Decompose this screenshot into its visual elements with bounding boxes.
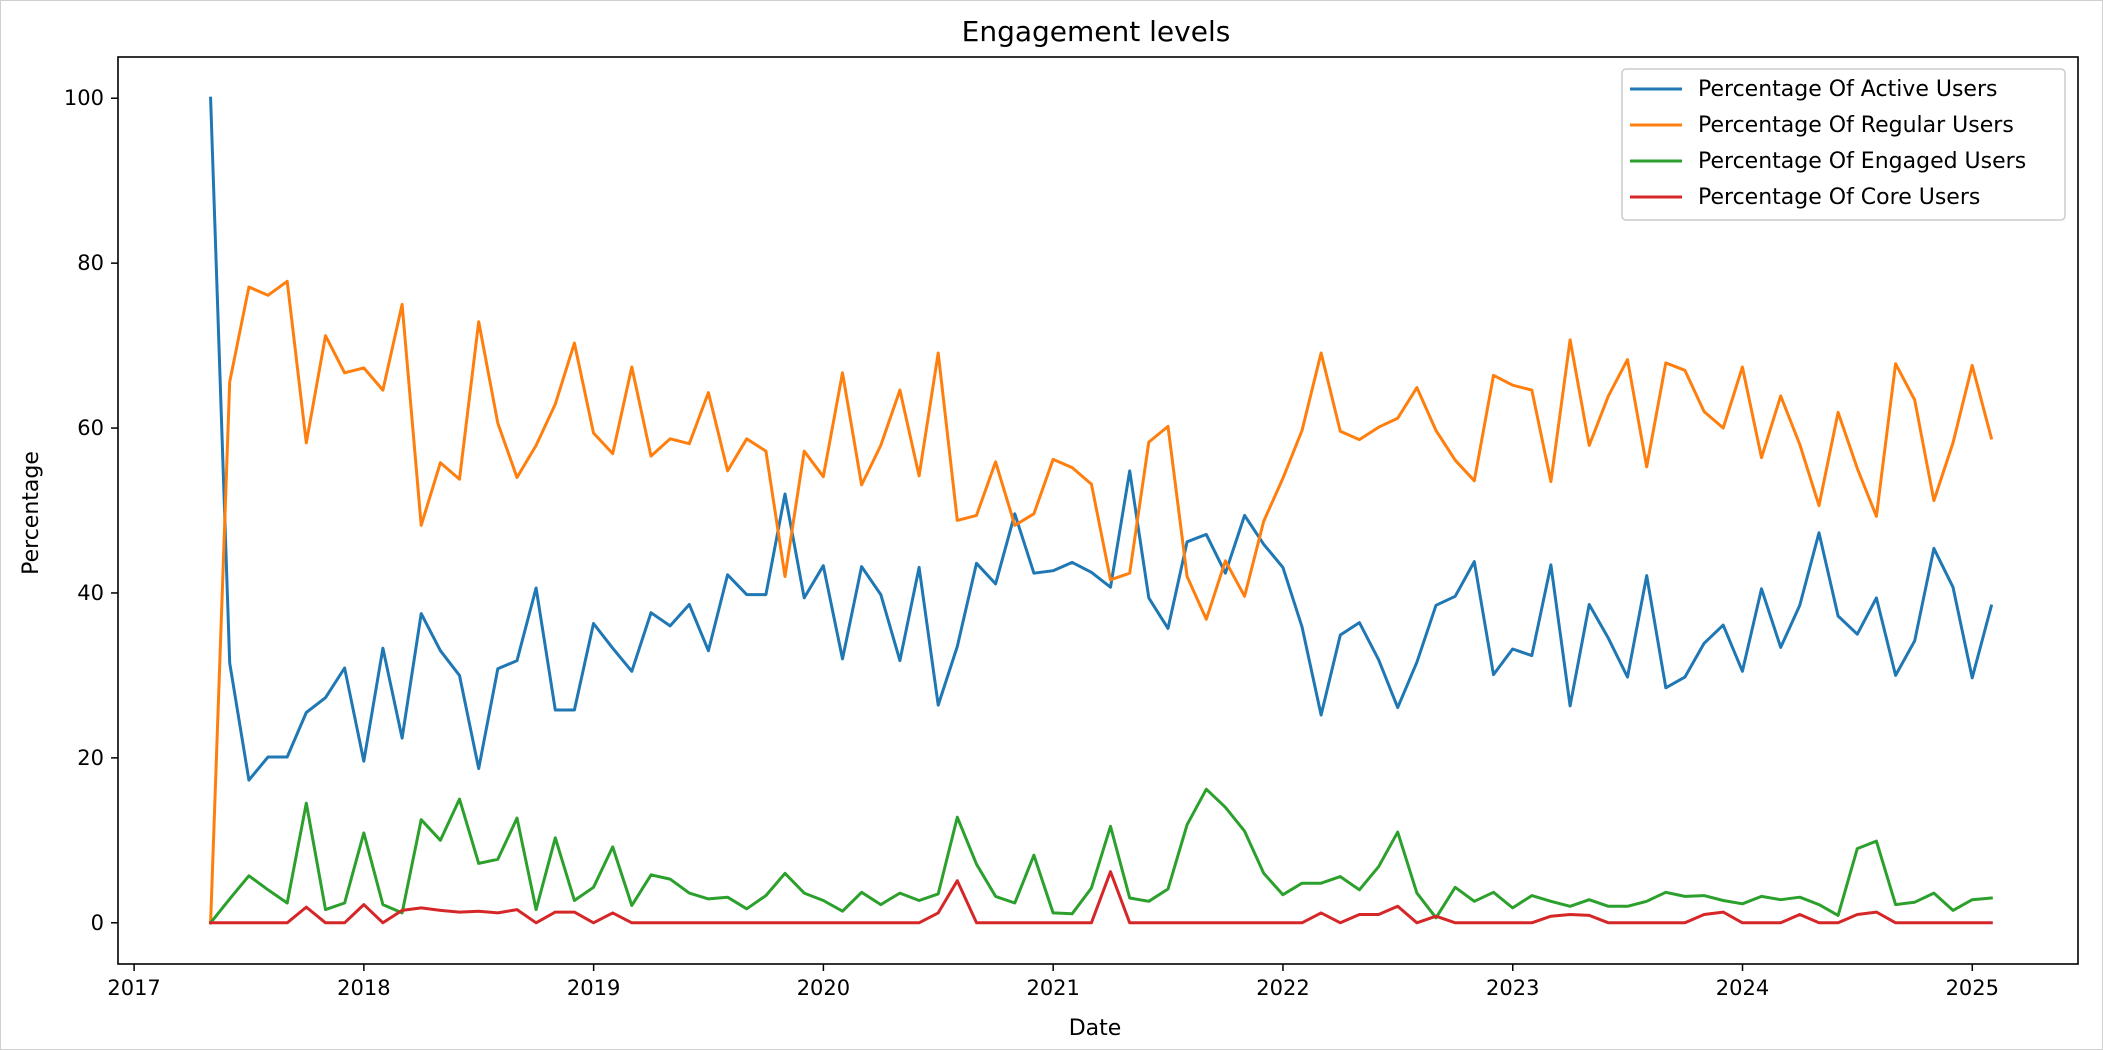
x-tick-label: 2023 [1486, 976, 1539, 1000]
y-tick-label: 100 [64, 86, 104, 110]
chart-title: Engagement levels [962, 15, 1231, 48]
x-tick-label: 2025 [1946, 976, 1999, 1000]
x-tick-label: 2018 [337, 976, 390, 1000]
legend-label-2: Percentage Of Engaged Users [1698, 149, 2026, 174]
y-tick-label: 40 [77, 581, 104, 605]
y-tick-label: 0 [91, 911, 104, 935]
series-layer [208, 96, 1994, 925]
series-line-0 [209, 96, 1994, 782]
legend: Percentage Of Active Users Percentage Of … [1621, 68, 2066, 221]
legend-box [1621, 68, 2066, 221]
x-tick-label: 2020 [797, 976, 850, 1000]
x-tick-label: 2024 [1716, 976, 1769, 1000]
legend-label-1: Percentage Of Regular Users [1698, 113, 2014, 138]
x-tick-label: 2019 [567, 976, 620, 1000]
x-tick-label: 2021 [1026, 976, 1079, 1000]
x-tick-label: 2022 [1256, 976, 1309, 1000]
legend-label-3: Percentage Of Core Users [1698, 185, 1980, 210]
y-axis-ticks: 0 20 40 60 80 100 [64, 86, 118, 935]
y-tick-label: 20 [77, 746, 104, 770]
series-line-3 [209, 870, 1993, 925]
legend-label-0: Percentage Of Active Users [1698, 77, 1997, 102]
x-axis-ticks: 2017 2018 2019 2020 2021 2022 2023 2024 2025 [107, 964, 1999, 1000]
y-axis-label: Percentage [19, 451, 44, 575]
series-line-2 [208, 787, 1993, 925]
series-line-1 [209, 279, 1994, 925]
x-tick-label: 2017 [107, 976, 160, 1000]
x-axis-label: Date [1069, 1016, 1122, 1041]
y-tick-label: 80 [77, 251, 104, 275]
y-tick-label: 60 [77, 416, 104, 440]
